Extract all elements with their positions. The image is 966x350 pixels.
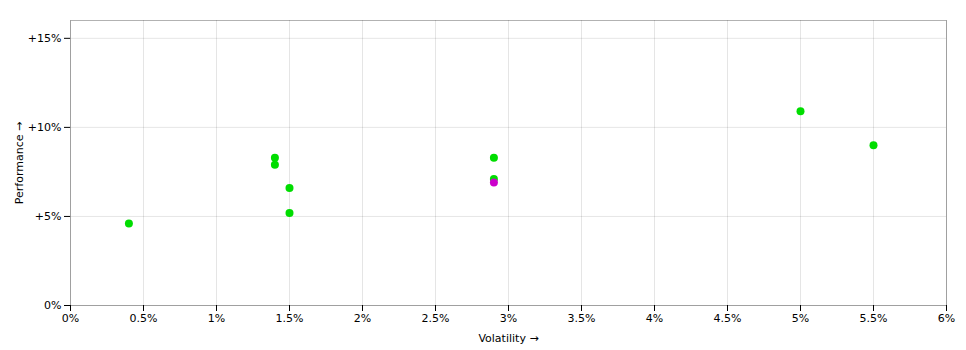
svg-text:6%: 6% — [938, 312, 955, 325]
svg-text:1.5%: 1.5% — [276, 312, 304, 325]
svg-text:+10%: +10% — [28, 121, 62, 134]
svg-text:+15%: +15% — [28, 32, 62, 45]
svg-text:3%: 3% — [500, 312, 517, 325]
svg-text:2.5%: 2.5% — [422, 312, 450, 325]
svg-text:0%: 0% — [44, 299, 61, 312]
svg-text:5.5%: 5.5% — [860, 312, 888, 325]
svg-text:2%: 2% — [354, 312, 371, 325]
svg-text:0%: 0% — [62, 312, 79, 325]
svg-text:4.5%: 4.5% — [714, 312, 742, 325]
svg-text:1%: 1% — [208, 312, 225, 325]
svg-text:Performance →: Performance → — [13, 122, 26, 204]
svg-text:Volatility →: Volatility → — [478, 332, 538, 345]
svg-text:4%: 4% — [646, 312, 663, 325]
svg-text:0.5%: 0.5% — [130, 312, 158, 325]
svg-text:+5%: +5% — [35, 210, 62, 223]
svg-text:3.5%: 3.5% — [568, 312, 596, 325]
svg-text:5%: 5% — [792, 312, 809, 325]
